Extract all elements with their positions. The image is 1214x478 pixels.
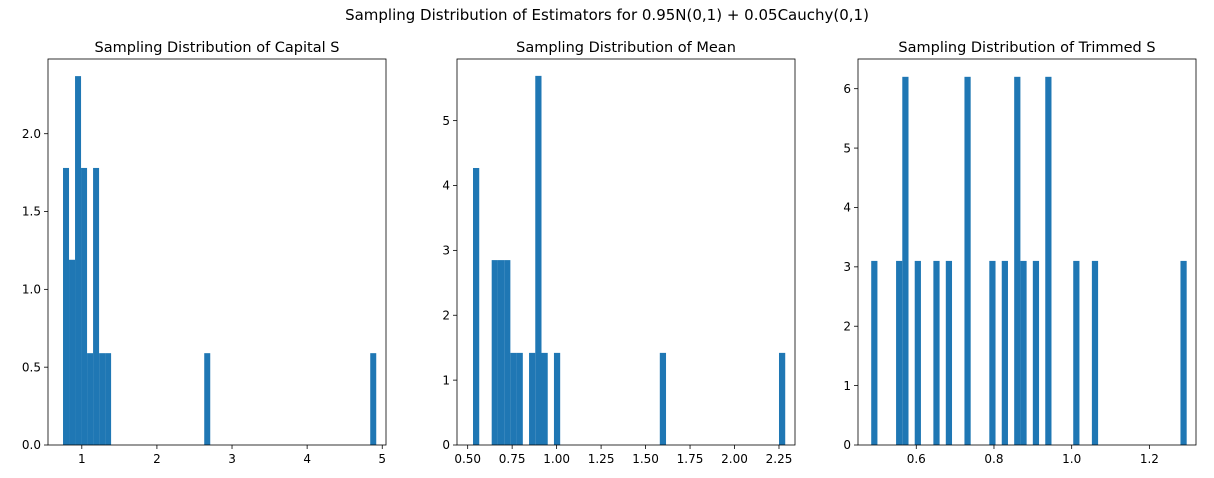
x-tick-label-3: 3	[228, 452, 236, 466]
x-tick-label-0-6: 0.6	[907, 452, 926, 466]
subplot-title: Sampling Distribution of Mean	[516, 40, 736, 56]
histogram-bar-6	[99, 353, 106, 445]
x-tick-label-2-25: 2.25	[766, 452, 793, 466]
y-tick-label-5: 5	[442, 114, 450, 128]
y-tick-label-3: 3	[843, 260, 851, 274]
subplot-title: Sampling Distribution of Trimmed S	[898, 40, 1155, 56]
histogram-bar-11	[778, 352, 786, 445]
histogram-bar-1	[896, 260, 903, 445]
x-tick-label-4: 4	[303, 452, 311, 466]
histogram-bar-13	[1073, 260, 1080, 445]
x-tick-label-1-50: 1.50	[632, 452, 659, 466]
histogram-bar-4	[933, 260, 940, 445]
histogram-bar-5	[516, 352, 523, 445]
y-tick-label-2: 2	[843, 319, 851, 333]
y-tick-label-1-0: 1.0	[22, 283, 41, 297]
histogram-bar-8	[541, 352, 548, 445]
histogram-bar-9	[1014, 76, 1021, 445]
y-tick-label-5: 5	[843, 141, 851, 155]
y-tick-label-4: 4	[843, 201, 851, 215]
histogram-bar-8	[204, 353, 211, 445]
histogram-bar-5	[93, 167, 100, 445]
histogram-bar-3	[81, 167, 88, 445]
histogram-bar-11	[1032, 260, 1040, 445]
y-tick-label-6: 6	[843, 82, 851, 96]
histogram-bar-14	[1091, 260, 1099, 445]
histogram-bar-7	[105, 353, 112, 445]
y-tick-label-1: 1	[442, 373, 450, 387]
x-tick-label-2-00: 2.00	[721, 452, 748, 466]
subplot-trimmed-s: Sampling Distribution of Trimmed S 0.6 0.8…	[843, 40, 1197, 466]
histogram-bar-9	[553, 352, 561, 445]
y-tick-label-2-0: 2.0	[22, 127, 41, 141]
histogram-bar-5	[945, 260, 953, 445]
y-tick-label-1-5: 1.5	[22, 205, 41, 219]
x-tick-label-0-75: 0.75	[499, 452, 526, 466]
axes-frame	[857, 58, 1197, 446]
histogram-bar-2	[75, 76, 82, 446]
figure-suptitle: Sampling Distribution of Estimators for …	[345, 6, 869, 24]
histogram-bar-6	[964, 76, 971, 445]
y-tick-label-3: 3	[442, 244, 450, 258]
x-tick-label-1-00: 1.00	[543, 452, 570, 466]
x-tick-label-5: 5	[378, 452, 386, 466]
axes-frame	[47, 58, 387, 446]
y-tick-label-2: 2	[442, 308, 450, 322]
x-tick-label-1: 1	[78, 452, 86, 466]
subplot-title: Sampling Distribution of Capital S	[95, 40, 340, 56]
x-tick-label-1-25: 1.25	[588, 452, 615, 466]
histogram-bar-15	[1180, 260, 1187, 445]
x-tick-label-1-2: 1.2	[1140, 452, 1159, 466]
histogram-bar-4	[510, 352, 517, 445]
histogram-bar-1	[69, 259, 76, 445]
x-tick-label-0-8: 0.8	[984, 452, 1003, 466]
histogram-bar-0	[63, 167, 70, 445]
y-tick-label-0-0: 0.0	[22, 438, 41, 452]
histogram-bar-4	[87, 353, 94, 445]
y-tick-label-0: 0	[843, 438, 851, 452]
histogram-bar-0	[473, 167, 480, 446]
histogram-bar-6	[529, 352, 536, 445]
y-tick-label-0: 0	[442, 438, 450, 452]
histogram-bar-12	[1045, 76, 1052, 445]
histogram-bar-1	[491, 260, 498, 445]
y-tick-label-4: 4	[442, 179, 450, 193]
x-tick-label-1-75: 1.75	[677, 452, 704, 466]
subplot-capital-s: Sampling Distribution of Capital S 1 2 3 4 5 0…	[22, 40, 387, 466]
histogram-bar-2	[497, 260, 505, 445]
subplot-mean: Sampling Distribution of Mean 0.50 0.75 1.0…	[442, 40, 796, 466]
histogram-bar-7	[989, 260, 996, 445]
histogram-bar-10	[1020, 260, 1027, 445]
histogram-bar-3	[914, 260, 921, 445]
x-tick-label-0-50: 0.50	[454, 452, 481, 466]
histogram-bar-9	[370, 353, 377, 445]
y-tick-label-1: 1	[843, 379, 851, 393]
histogram-bar-8	[1001, 260, 1008, 445]
y-tick-label-0-5: 0.5	[22, 360, 41, 374]
histogram-bar-10	[659, 352, 667, 445]
axes-frame	[456, 58, 796, 446]
histogram-bar-7	[535, 75, 542, 446]
histogram-bar-2	[902, 76, 909, 445]
histogram-bar-3	[504, 260, 511, 445]
x-tick-label-1-0: 1.0	[1062, 452, 1081, 466]
x-tick-label-2: 2	[153, 452, 161, 466]
histogram-bar-0	[871, 260, 878, 445]
